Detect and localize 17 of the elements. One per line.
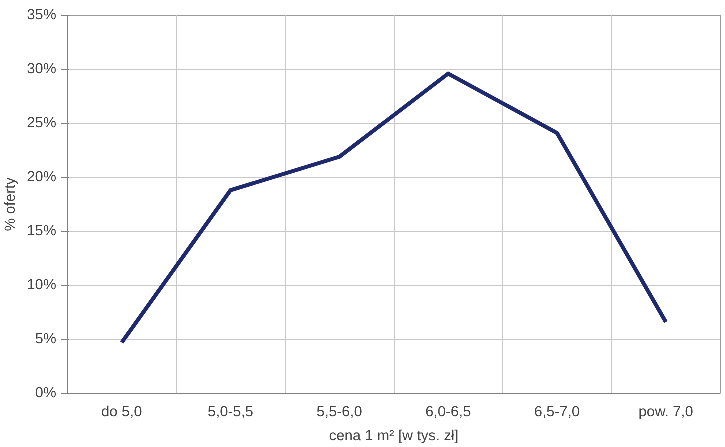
x-tick-label: 5,0-5,5 (208, 404, 254, 420)
y-tick-label: 35% (27, 8, 57, 24)
y-tick-label: 30% (27, 62, 57, 78)
x-tick-label: 6,0-6,5 (426, 404, 472, 420)
y-tick-label: 20% (27, 170, 57, 186)
line-series (120, 72, 668, 345)
x-tick-label: 6,5-7,0 (534, 404, 580, 420)
y-tick-label: 15% (27, 224, 57, 240)
x-tick-label: do 5,0 (102, 404, 142, 420)
x-tick-label: 5,5-6,0 (316, 404, 362, 420)
y-tick-label: 10% (27, 278, 57, 294)
y-tick-label: 25% (27, 116, 57, 132)
y-tick-label: 0% (35, 386, 57, 402)
x-axis-title: cena 1 m² [w tys. zł] (329, 428, 459, 444)
y-axis-title: % oferty (3, 176, 20, 232)
y-tick-label: 5% (35, 332, 57, 348)
x-tick-label: pow. 7,0 (638, 404, 694, 420)
